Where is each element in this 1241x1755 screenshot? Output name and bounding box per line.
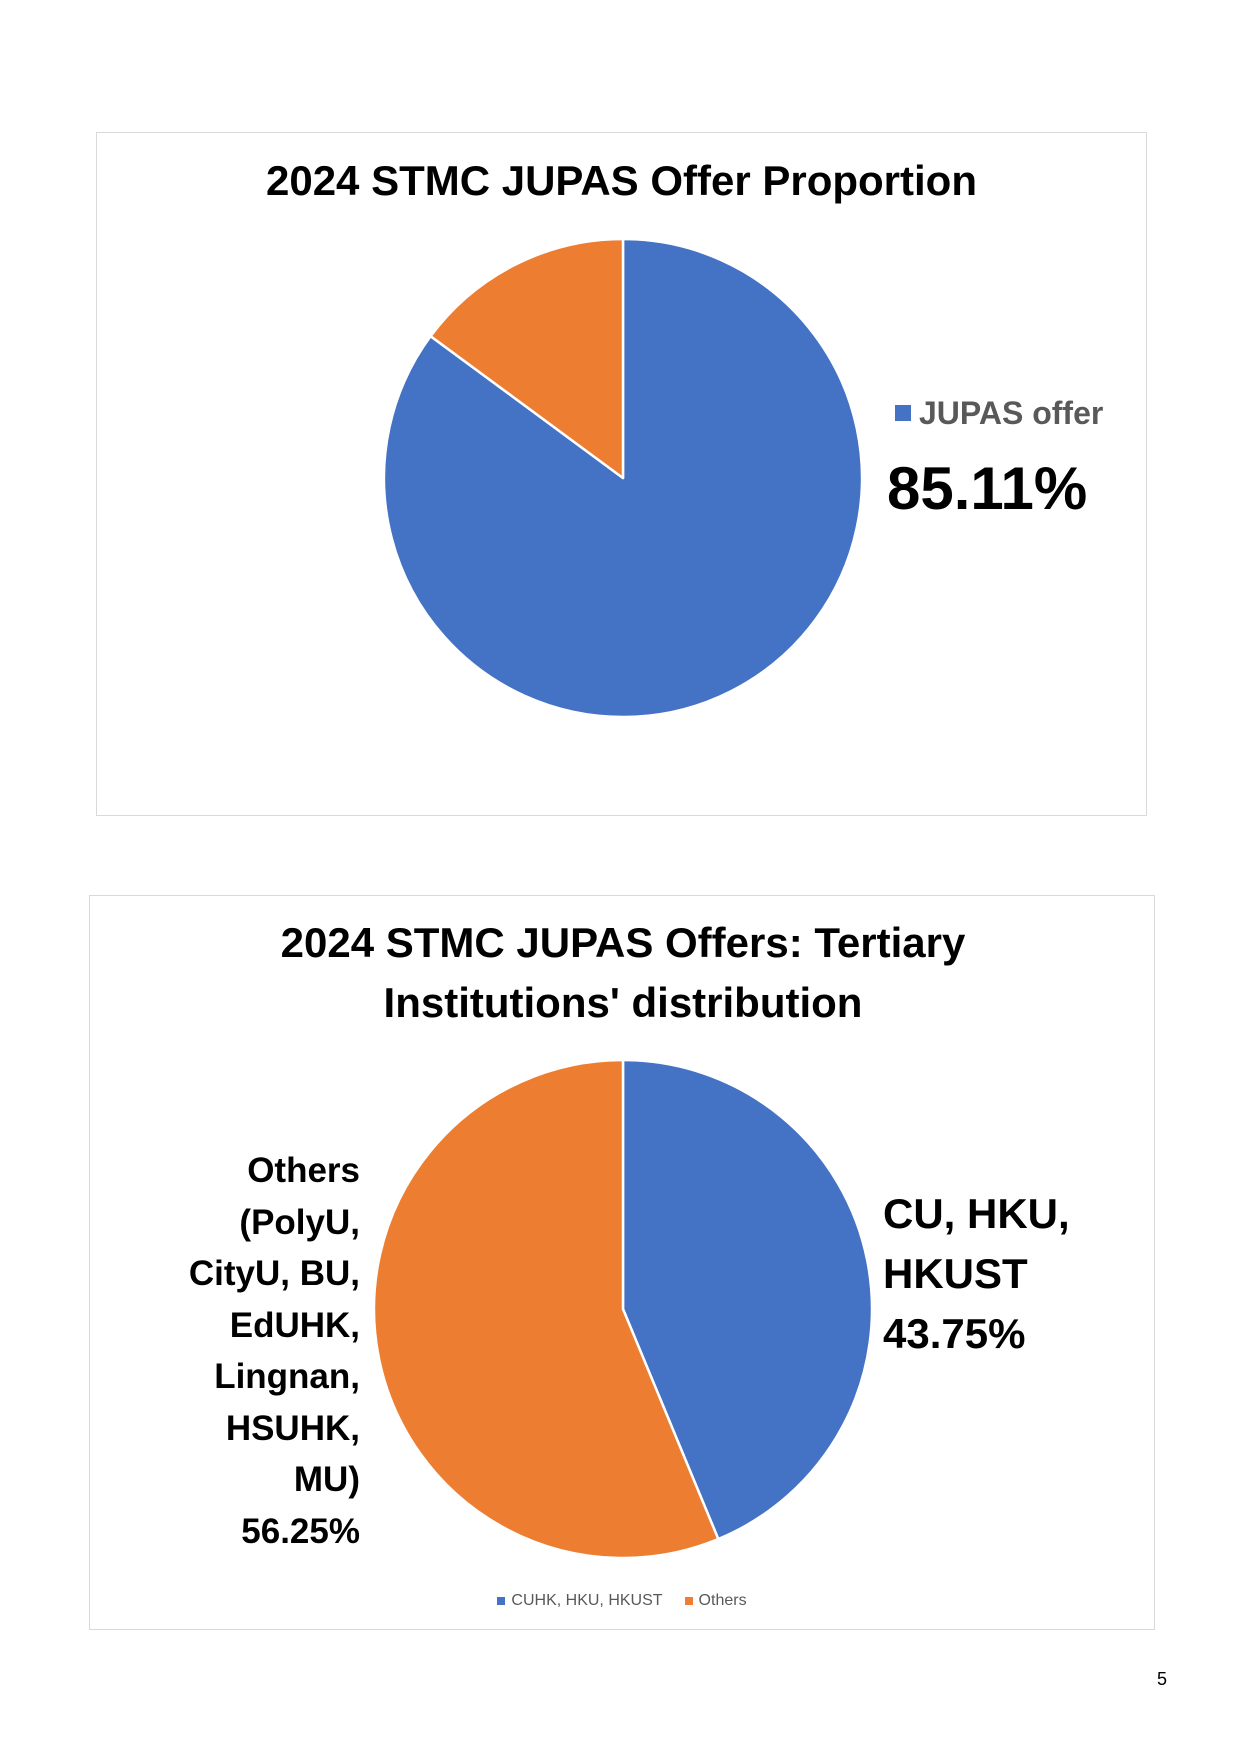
data-label-line: CityU, BU, bbox=[188, 1254, 360, 1293]
legend-label: CUHK, HKU, HKUST bbox=[511, 1592, 663, 1609]
data-label-line: Others bbox=[247, 1151, 360, 1190]
page-number: 5 bbox=[1157, 1669, 1168, 1689]
data-label-big-three: CU, HKU, HKUST 43.75% bbox=[883, 1184, 1070, 1364]
legend-swatch bbox=[497, 1597, 506, 1605]
data-label-line: 56.25% bbox=[241, 1511, 360, 1551]
data-label-line: (PolyU, bbox=[239, 1202, 360, 1242]
data-label-line: Lingnan, bbox=[214, 1357, 360, 1396]
pie-2-slice-1 bbox=[621, 1058, 874, 1541]
data-label-line: EdUHK, bbox=[229, 1305, 360, 1345]
data-label-line: CU, HKU, bbox=[883, 1190, 1070, 1237]
pie-chart-svg bbox=[382, 237, 864, 719]
pie-chart-svg bbox=[372, 1058, 874, 1560]
data-label-others: Others (PolyU, CityU, BU, EdUHK, Lingnan… bbox=[90, 1145, 360, 1557]
institutions-distribution-chart: 2024 STMC JUPAS Offers: Tertiary Institu… bbox=[89, 895, 1155, 1630]
data-label-line: HKUST bbox=[883, 1250, 1028, 1297]
data-label-line: MU) bbox=[293, 1460, 360, 1499]
data-label-jupas-offer: 85.11% bbox=[887, 455, 1088, 522]
chart-legend: JUPAS offer bbox=[895, 391, 1103, 435]
legend-swatch bbox=[895, 405, 911, 421]
chart-legend: CUHK, HKU, HKUST Others bbox=[90, 1591, 1154, 1611]
pie-1-slices bbox=[382, 237, 864, 719]
chart-title: 2024 STMC JUPAS Offer Proportion bbox=[265, 157, 977, 204]
legend-item-others: Others bbox=[684, 1592, 747, 1610]
data-label-line: HSUHK, bbox=[225, 1408, 360, 1448]
offer-proportion-chart: 2024 STMC JUPAS Offer Proportion JUPAS o… bbox=[96, 132, 1147, 816]
legend-swatch bbox=[684, 1597, 693, 1605]
data-label-line: 43.75% bbox=[883, 1310, 1026, 1357]
legend-label: JUPAS offer bbox=[919, 395, 1104, 431]
legend-label: Others bbox=[698, 1592, 747, 1609]
pie-2-slice-2 bbox=[372, 1058, 720, 1560]
pie-2-slices bbox=[372, 1058, 874, 1560]
legend-item-big-three: CUHK, HKU, HKUST bbox=[497, 1592, 663, 1610]
chart-title: 2024 STMC JUPAS Offers: Tertiary Institu… bbox=[280, 919, 966, 1026]
pie-1-slice-2 bbox=[429, 237, 625, 480]
